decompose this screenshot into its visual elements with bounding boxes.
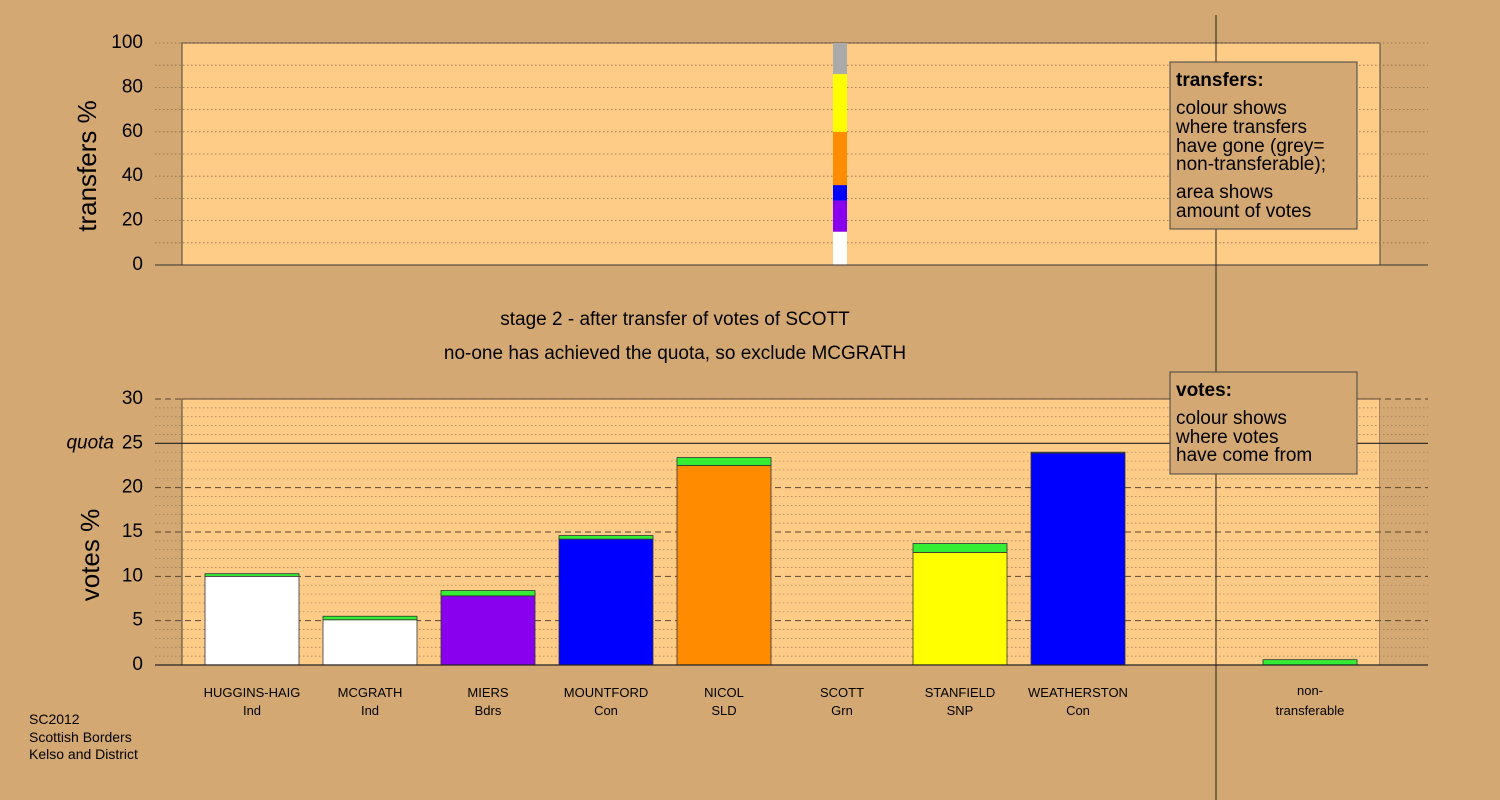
quota-label: quota <box>66 432 114 453</box>
votes-legend-line: where votes <box>1175 427 1278 448</box>
transfers-y-tick-label: 0 <box>132 254 143 275</box>
votes-y-tick-label: 20 <box>122 477 143 498</box>
candidate-name: MIERS <box>467 685 509 700</box>
transfer-segment <box>833 74 847 132</box>
votes-y-ticks: 0 5 10 15 20 25 30 <box>122 388 143 675</box>
transfers-legend-line: area shows <box>1176 182 1273 203</box>
transfers-legend-line: amount of votes <box>1176 201 1311 222</box>
votes-legend-line: have come from <box>1176 445 1312 466</box>
votes-bars <box>204 451 1358 666</box>
transfers-legend-title: transfers: <box>1176 70 1264 91</box>
votes-legend-line: colour shows <box>1176 408 1287 429</box>
council-name: Scottish Borders <box>29 729 132 745</box>
transfers-y-axis-title: transfers % <box>72 100 102 232</box>
votes-bar-transfer <box>204 573 300 577</box>
candidate-labels: HUGGINS-HAIG Ind MCGRATH Ind MIERS Bdrs MOUNTF… <box>204 683 1345 718</box>
candidate-name: SCOTT <box>820 685 864 700</box>
votes-y-tick-label: 0 <box>132 654 143 675</box>
candidate-name: HUGGINS-HAIG <box>204 685 301 700</box>
transfers-y-tick-label: 40 <box>122 165 143 186</box>
votes-bar-base <box>912 551 1008 666</box>
votes-legend: votes: colour shows where votes have com… <box>1169 371 1358 475</box>
candidate-name: MOUNTFORD <box>564 685 649 700</box>
election-info: SC2012 Scottish Borders Kelso and Distri… <box>29 711 138 762</box>
transfer-segment <box>833 200 847 232</box>
votes-bar-base <box>676 465 772 666</box>
transfers-y-ticks: 0 20 40 60 80 100 <box>111 32 143 275</box>
votes-bar-transfer <box>322 615 418 621</box>
votes-bar-transfer <box>912 543 1008 553</box>
votes-y-tick-label: 10 <box>122 565 143 586</box>
votes-bar-base <box>558 538 654 666</box>
transfer-segment <box>833 185 847 201</box>
candidate-party: Con <box>594 703 618 718</box>
candidate-party: SLD <box>711 703 736 718</box>
votes-bar-transfer <box>676 457 772 466</box>
votes-y-tick-label: 30 <box>122 388 143 409</box>
transfers-y-tick-label: 20 <box>122 210 143 231</box>
nontransferable-label: transferable <box>1276 703 1345 718</box>
nontransferable-bar <box>1262 659 1358 666</box>
candidate-party: Ind <box>243 703 261 718</box>
candidate-name: MCGRATH <box>338 685 403 700</box>
transfers-legend-box <box>1169 61 1358 230</box>
stage-status: no-one has achieved the quota, so exclud… <box>444 343 906 364</box>
stage-title: stage 2 - after transfer of votes of SCO… <box>500 309 850 330</box>
votes-bar-transfer <box>558 535 654 540</box>
votes-bar-base <box>204 575 300 666</box>
transfers-y-tick-label: 60 <box>122 121 143 142</box>
candidate-party: Bdrs <box>475 703 502 718</box>
transfers-legend: transfers: colour shows where transfers … <box>1169 61 1358 230</box>
transfer-segment <box>833 43 847 75</box>
transfers-legend-line: where transfers <box>1175 117 1307 138</box>
candidate-name: NICOL <box>704 685 744 700</box>
votes-y-tick-label: 15 <box>122 521 143 542</box>
votes-y-axis-title: votes % <box>75 509 105 602</box>
votes-bar-base <box>1030 452 1126 666</box>
candidate-name: STANFIELD <box>925 685 996 700</box>
transfers-legend-line: have gone (grey= <box>1176 136 1324 157</box>
candidate-party: Grn <box>831 703 853 718</box>
transfers-y-tick-label: 80 <box>122 76 143 97</box>
votes-y-tick-label: 25 <box>122 432 143 453</box>
votes-bar-base <box>322 619 418 666</box>
votes-y-tick-label: 5 <box>132 610 143 631</box>
votes-bar-transfer <box>440 590 536 597</box>
votes-legend-box <box>1169 371 1358 475</box>
candidate-party: Con <box>1066 703 1090 718</box>
transfers-legend-line: colour shows <box>1176 98 1287 119</box>
transfers-bar <box>833 43 847 265</box>
candidate-party: Ind <box>361 703 379 718</box>
election-code: SC2012 <box>29 711 80 727</box>
candidate-name: WEATHERSTON <box>1028 685 1128 700</box>
votes-bar-base <box>440 595 536 666</box>
ward-name: Kelso and District <box>29 746 138 762</box>
transfer-segment <box>833 231 847 265</box>
transfers-legend-line: non-transferable); <box>1176 154 1326 175</box>
candidate-party: SNP <box>947 703 974 718</box>
nontransferable-label: non- <box>1297 683 1323 698</box>
votes-bar-transfer <box>1030 451 1126 454</box>
transfers-y-tick-label: 100 <box>111 32 143 53</box>
transfer-segment <box>833 131 847 186</box>
votes-legend-title: votes: <box>1176 380 1232 401</box>
